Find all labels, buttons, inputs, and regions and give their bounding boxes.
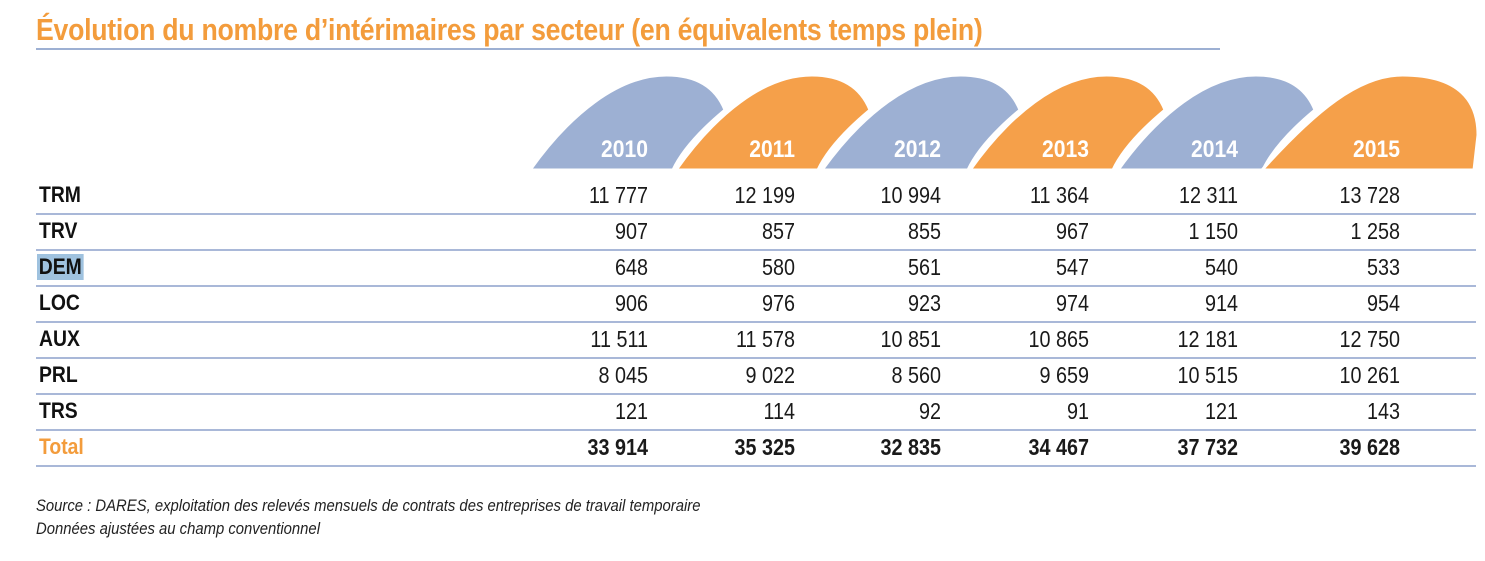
adjustment-note: Données ajustées au champ conventionnel	[36, 520, 320, 538]
value-cell: 648	[614, 254, 648, 280]
value-cell: 857	[761, 218, 795, 244]
column-header-year: 2010	[601, 136, 648, 163]
value-cell: 12 199	[734, 182, 795, 208]
year-tab-2010	[527, 73, 727, 172]
year-header: 2010 2011 2012 2013 2014 2015	[527, 73, 1480, 172]
total-row: Total 33 914 35 325 32 835 34 467 37 732 39 62…	[36, 430, 1476, 466]
total-value-cell: 33 914	[587, 434, 648, 460]
total-value-cell: 37 732	[1177, 434, 1238, 460]
total-value-cell: 39 628	[1339, 434, 1400, 460]
value-cell: 976	[761, 290, 795, 316]
value-cell: 9 659	[1039, 362, 1089, 388]
row-divider	[36, 213, 1476, 215]
value-cell: 12 750	[1339, 326, 1400, 352]
total-value-cell: 32 835	[880, 434, 941, 460]
value-cell: 923	[907, 290, 941, 316]
value-cell: 10 994	[880, 182, 941, 208]
value-cell: 11 777	[588, 182, 648, 208]
value-cell: 8 045	[598, 362, 648, 388]
table-row: LOC 906 976 923 974 914 954	[36, 286, 1476, 322]
value-cell: 1 150	[1188, 218, 1238, 244]
year-tab-2014	[1115, 73, 1317, 172]
value-cell: 121	[1204, 398, 1238, 424]
table-row: TRV 907 857 855 967 1 150 1 258	[36, 214, 1476, 250]
year-tab-2013	[967, 73, 1167, 172]
row-divider	[36, 249, 1476, 251]
value-cell: 12 311	[1178, 182, 1238, 208]
value-cell: 143	[1366, 398, 1400, 424]
value-cell: 8 560	[891, 362, 941, 388]
column-header-year: 2011	[749, 136, 795, 163]
value-cell: 547	[1055, 254, 1089, 280]
row-divider	[36, 429, 1476, 431]
value-cell: 906	[614, 290, 648, 316]
table-row: TRS 121 114 92 91 121 143	[36, 394, 1476, 430]
table-row: TRM 11 777 12 199 10 994 11 364 12 311 13 728	[36, 178, 1476, 214]
column-header-year: 2012	[894, 136, 941, 163]
page-title: Évolution du nombre d’intérimaires par s…	[36, 12, 983, 47]
year-tab-2012	[819, 73, 1022, 172]
value-cell: 561	[907, 254, 941, 280]
sector-label: TRM	[39, 182, 81, 207]
row-divider	[36, 357, 1476, 359]
source-note: Source : DARES, exploitation des relevés…	[36, 497, 701, 515]
column-header-year: 2013	[1042, 136, 1089, 163]
year-tab-2011	[673, 73, 872, 172]
value-cell: 967	[1055, 218, 1089, 244]
table-row: AUX 11 511 11 578 10 851 10 865 12 181 12 750	[36, 322, 1476, 358]
value-cell: 954	[1366, 290, 1400, 316]
value-cell: 907	[614, 218, 648, 244]
value-cell: 540	[1204, 254, 1238, 280]
total-value-cell: 34 467	[1028, 434, 1089, 460]
value-cell: 914	[1204, 290, 1238, 316]
sector-label: TRV	[39, 218, 78, 243]
column-header-year: 2014	[1191, 136, 1238, 163]
value-cell: 855	[907, 218, 941, 244]
sector-label: PRL	[39, 362, 78, 387]
sector-label: LOC	[39, 290, 80, 315]
column-header-year: 2015	[1353, 136, 1400, 163]
value-cell: 10 515	[1177, 362, 1238, 388]
row-divider	[36, 321, 1476, 323]
table-row: PRL 8 045 9 022 8 560 9 659 10 515 10 261	[36, 358, 1476, 394]
year-tab-2015	[1258, 73, 1480, 172]
row-divider	[36, 285, 1476, 287]
row-divider	[36, 465, 1476, 467]
value-cell: 92	[918, 398, 941, 424]
sector-label: AUX	[39, 326, 80, 351]
value-cell: 121	[614, 398, 648, 424]
value-cell: 114	[763, 398, 795, 424]
sector-label: DEM	[37, 254, 84, 280]
sector-label: TRS	[39, 398, 78, 423]
value-cell: 11 511	[590, 326, 648, 352]
total-label: Total	[39, 434, 84, 459]
value-cell: 11 364	[1029, 182, 1089, 208]
value-cell: 11 578	[735, 326, 795, 352]
value-cell: 1 258	[1350, 218, 1400, 244]
total-value-cell: 35 325	[734, 434, 795, 460]
value-cell: 974	[1055, 290, 1089, 316]
value-cell: 9 022	[745, 362, 795, 388]
value-cell: 13 728	[1339, 182, 1400, 208]
title-underline	[36, 48, 1220, 50]
table-row: DEM 648 580 561 547 540 533	[36, 250, 1476, 286]
row-divider	[36, 393, 1476, 395]
value-cell: 10 261	[1339, 362, 1400, 388]
value-cell: 580	[761, 254, 795, 280]
value-cell: 91	[1066, 398, 1089, 424]
value-cell: 10 851	[880, 326, 941, 352]
value-cell: 10 865	[1028, 326, 1089, 352]
value-cell: 12 181	[1177, 326, 1238, 352]
value-cell: 533	[1366, 254, 1400, 280]
